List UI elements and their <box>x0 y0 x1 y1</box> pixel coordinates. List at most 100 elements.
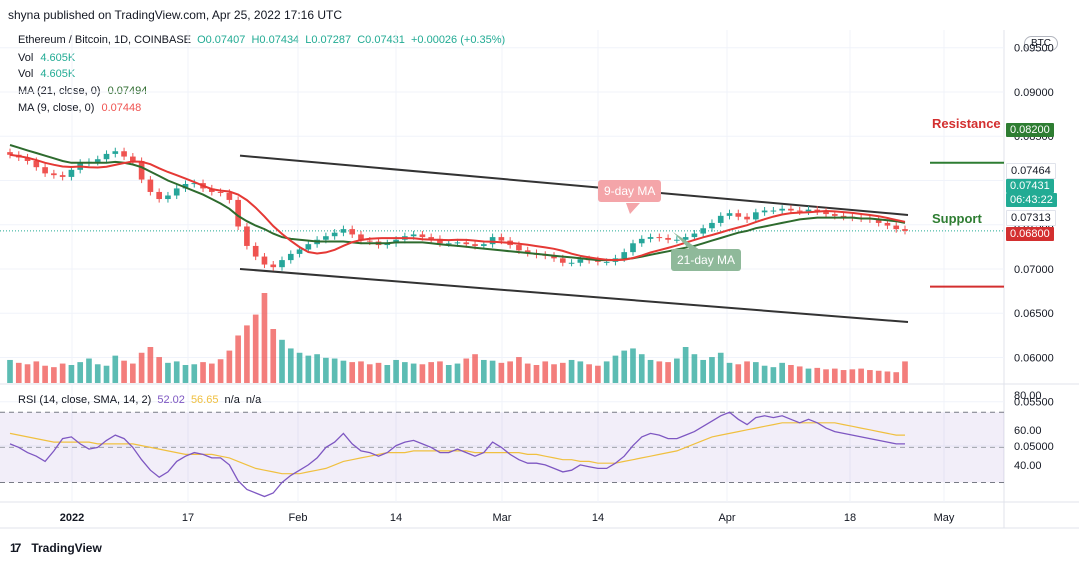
candle-body <box>349 229 356 235</box>
candle-body <box>463 242 470 245</box>
currency-chip[interactable]: BTC <box>1024 36 1058 51</box>
volume-bar <box>375 362 382 383</box>
volume-bar <box>849 369 856 383</box>
price-axis-label: 0.06500 <box>1014 308 1054 320</box>
volume-bar <box>138 352 145 383</box>
rsi-axis-label: 40.00 <box>1014 460 1042 472</box>
candle-body <box>656 237 663 239</box>
candle-body <box>472 244 478 246</box>
rsi-label[interactable]: RSI (14, close, SMA, 14, 2) <box>18 394 152 406</box>
price-axis-label: 0.05500 <box>1014 397 1054 409</box>
volume-label[interactable]: Vol <box>18 52 34 64</box>
candle-body <box>94 159 101 162</box>
candle-body <box>156 191 162 200</box>
volume-bar <box>831 368 838 383</box>
volume-bar <box>331 358 338 383</box>
volume-bar <box>86 358 92 383</box>
volume-bar <box>165 362 171 383</box>
volume-bar <box>796 366 803 383</box>
volume-bar <box>805 368 812 383</box>
volume-bar <box>7 359 13 383</box>
volume-bar <box>156 357 162 383</box>
candle-body <box>761 210 768 213</box>
candle-body <box>112 151 119 154</box>
candle-body <box>735 213 742 217</box>
volume-bar <box>753 362 759 383</box>
support-price-badge: 0.06800 <box>1006 227 1054 241</box>
volume-bar <box>244 325 250 383</box>
countdown-badge: 06:43:22 <box>1006 193 1057 207</box>
volume-bar <box>182 365 189 383</box>
volume-bar <box>42 365 48 383</box>
candle-body <box>700 228 707 234</box>
volume-bar <box>305 355 312 383</box>
volume-bar <box>682 347 689 383</box>
volume-bar <box>498 362 505 383</box>
candle-body <box>33 160 40 168</box>
volume-bar <box>112 355 119 383</box>
rsi-sma-value: 56.65 <box>190 394 219 406</box>
tradingview-logo[interactable]: 17 TradingView <box>10 541 102 555</box>
rsi-na-1: n/a <box>224 394 240 406</box>
change-value: +0.00026 (+0.35%) <box>410 34 506 46</box>
volume-bar <box>59 363 66 383</box>
symbol-name[interactable]: Ethereum / Bitcoin, 1D, COINBASE <box>18 34 192 46</box>
volume-bar <box>735 364 742 383</box>
ma21-callout-pointer <box>673 232 700 250</box>
time-axis-label: Mar <box>493 512 512 524</box>
candle-body <box>287 253 294 261</box>
volume-bar <box>287 348 294 383</box>
candle-body <box>331 232 338 237</box>
close-value: C0.07431 <box>357 34 405 46</box>
ma21-value: 0.07494 <box>107 85 148 97</box>
volume-bar <box>472 354 478 383</box>
candle-body <box>410 234 417 237</box>
candle-body <box>717 215 724 223</box>
volume-bar <box>51 367 57 383</box>
ma21-label[interactable]: MA (21, close, 0) <box>18 85 101 97</box>
volume-bar <box>296 352 303 383</box>
candle-body <box>621 252 628 259</box>
candle-body <box>577 259 584 263</box>
price-axis-label: 0.09500 <box>1014 43 1054 55</box>
candle-body <box>489 237 496 245</box>
time-axis-label: 14 <box>390 512 402 524</box>
time-axis-label: 2022 <box>60 512 84 524</box>
volume-bar <box>603 361 610 383</box>
volume-bar <box>612 355 619 383</box>
candle-body <box>709 222 715 229</box>
volume-bar <box>480 359 487 383</box>
candle-body <box>744 216 750 220</box>
volume-bar <box>814 367 821 383</box>
candle-body <box>779 208 785 211</box>
candle-body <box>884 222 891 226</box>
ma21-line <box>9 144 906 262</box>
time-axis-label: 14 <box>592 512 604 524</box>
candle-body <box>753 212 759 220</box>
volume-bar <box>638 354 645 383</box>
candle-body <box>138 160 145 180</box>
time-axis-label: 18 <box>844 512 856 524</box>
candle-body <box>165 195 171 200</box>
volume-bar <box>700 359 707 383</box>
candle-body <box>358 234 364 241</box>
candle-body <box>103 153 110 160</box>
volume-bar <box>428 362 435 383</box>
volume-bar <box>33 361 40 383</box>
volume-bar <box>235 335 241 383</box>
volume-label[interactable]: Vol <box>18 68 34 80</box>
ma21-callout: 21-day MA <box>671 249 742 271</box>
price-axis-label: 0.05000 <box>1014 441 1054 453</box>
volume-bar <box>884 371 891 383</box>
ma9-label[interactable]: MA (9, close, 0) <box>18 102 95 114</box>
support-label: Support <box>932 211 982 226</box>
rsi-axis-label: 60.00 <box>1014 425 1042 437</box>
volume-bar <box>867 370 873 383</box>
volume-bar <box>463 358 470 383</box>
candle-body <box>445 243 452 245</box>
rsi-axis-label: 80.00 <box>1014 390 1042 402</box>
volume-bar <box>24 364 31 383</box>
volume-bar <box>533 365 540 383</box>
candle-body <box>638 238 645 244</box>
